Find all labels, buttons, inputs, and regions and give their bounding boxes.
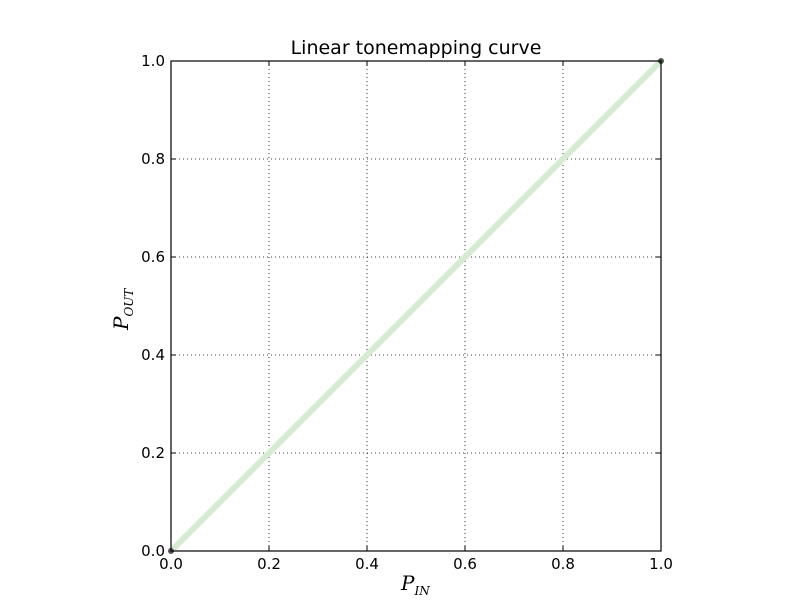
x-tick-label: 0.2	[257, 555, 281, 573]
x-tick-label: 0.8	[551, 555, 575, 573]
y-tick-label: 0.8	[141, 150, 165, 168]
y-tick-label: 0.4	[141, 346, 165, 364]
series-line	[168, 58, 664, 554]
y-tick-label: 1.0	[141, 52, 165, 70]
y-tick-label: 0.6	[141, 248, 165, 266]
y-axis-label-subscript: OUT	[122, 288, 136, 317]
x-tick-labels: 0.0 0.2 0.4 0.6 0.8 1.0	[159, 555, 673, 573]
x-tick-label: 0.4	[355, 555, 379, 573]
x-tick-label: 0.0	[159, 555, 183, 573]
plot-frame	[170, 60, 662, 552]
y-tick-label: 0.2	[141, 444, 165, 462]
chart-title: Linear tonemapping curve	[291, 37, 542, 59]
y-axis-label-base: P	[109, 316, 133, 331]
x-axis-label-base: P	[400, 571, 415, 595]
x-tick-label: 0.6	[453, 555, 477, 573]
y-axis-label: POUT	[109, 288, 136, 331]
y-tick-labels: 0.0 0.2 0.4 0.6 0.8 1.0	[141, 52, 165, 560]
ticks	[170, 60, 662, 552]
x-tick-label: 1.0	[649, 555, 673, 573]
y-tick-label: 0.0	[141, 542, 165, 560]
x-axis-label-subscript: IN	[413, 584, 430, 598]
grid-lines	[171, 61, 661, 551]
x-axis-label: PIN	[400, 571, 430, 598]
